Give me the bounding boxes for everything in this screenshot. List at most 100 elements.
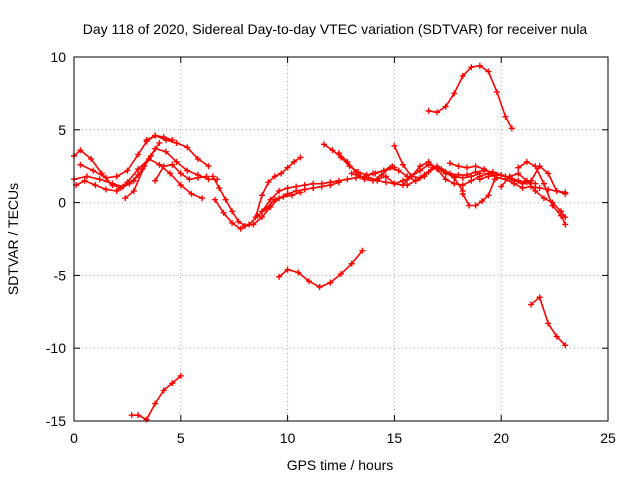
series-arc-23 <box>500 172 567 218</box>
data-point-marker <box>391 180 398 187</box>
data-point-marker <box>135 166 142 173</box>
data-point-marker <box>417 163 424 170</box>
data-point-marker <box>199 195 206 202</box>
data-point-marker <box>276 187 283 194</box>
data-point-marker <box>338 270 344 277</box>
data-point-marker <box>276 273 283 280</box>
data-point-marker <box>216 185 223 192</box>
data-point-marker <box>258 208 265 215</box>
data-point-marker <box>318 180 325 187</box>
data-point-marker <box>446 160 453 167</box>
data-point-marker <box>88 155 95 162</box>
data-point-marker <box>442 103 449 110</box>
data-point-marker <box>203 173 210 180</box>
series-markers-arc-25 <box>528 294 569 349</box>
data-point-marker <box>438 166 445 173</box>
x-tick-label: 20 <box>493 430 509 446</box>
data-point-marker <box>205 163 212 170</box>
series-arc-21 <box>462 178 496 207</box>
data-point-marker <box>451 90 458 97</box>
series-markers-arc-24 <box>515 158 569 228</box>
data-point-marker <box>278 170 285 177</box>
data-point-marker <box>162 136 169 143</box>
data-point-marker <box>130 177 137 184</box>
data-point-marker <box>408 173 415 180</box>
data-point-marker <box>222 196 229 203</box>
data-point-marker <box>519 180 526 187</box>
data-point-marker <box>320 141 327 148</box>
data-point-marker <box>464 171 471 178</box>
data-point-marker <box>485 68 492 75</box>
data-point-marker <box>113 173 120 180</box>
data-series <box>71 62 569 423</box>
data-point-marker <box>229 208 236 215</box>
data-point-marker <box>558 212 565 219</box>
data-point-marker <box>459 182 466 189</box>
data-point-marker <box>194 174 201 181</box>
data-point-marker <box>162 148 169 155</box>
data-point-marker <box>128 412 135 419</box>
data-point-marker <box>459 190 466 197</box>
data-point-marker <box>425 107 432 114</box>
data-point-marker <box>532 180 539 187</box>
data-point-marker <box>412 177 419 184</box>
data-point-marker <box>378 171 385 178</box>
data-point-marker <box>160 163 167 170</box>
data-point-marker <box>485 192 492 199</box>
data-point-marker <box>464 164 471 171</box>
series-markers-arc-05 <box>143 132 212 170</box>
data-point-marker <box>77 161 84 168</box>
data-point-marker <box>156 161 163 168</box>
data-point-marker <box>511 177 518 184</box>
y-axis-label: SDTVAR / TECUs <box>5 183 21 295</box>
data-point-marker <box>291 158 298 165</box>
data-point-marker <box>455 163 462 170</box>
data-point-marker <box>90 167 97 174</box>
data-point-marker <box>348 170 355 177</box>
data-point-marker <box>297 154 304 161</box>
data-point-marker <box>211 196 218 203</box>
data-point-marker <box>481 166 488 173</box>
data-point-marker <box>472 202 479 209</box>
series-arc-12 <box>278 249 364 288</box>
data-point-marker <box>184 144 191 151</box>
data-point-marker <box>485 173 492 180</box>
data-point-marker <box>177 372 184 379</box>
data-point-marker <box>549 202 556 209</box>
series-arc-20 <box>449 162 494 175</box>
data-point-marker <box>498 183 505 190</box>
data-point-marker <box>265 179 272 186</box>
data-point-marker <box>177 182 184 189</box>
data-point-marker <box>237 225 244 232</box>
data-point-marker <box>451 174 458 181</box>
data-point-marker <box>184 167 191 174</box>
data-point-marker <box>267 196 274 203</box>
data-point-marker <box>536 294 543 301</box>
y-tick-label: -5 <box>54 267 67 283</box>
series-arc-02 <box>73 142 161 188</box>
x-tick-label: 25 <box>600 430 616 446</box>
data-point-marker <box>562 214 569 221</box>
data-point-marker <box>316 284 323 291</box>
data-point-marker <box>359 247 366 254</box>
data-point-marker <box>335 150 342 157</box>
data-point-marker <box>113 187 120 194</box>
data-point-marker <box>135 412 142 419</box>
data-point-marker <box>209 173 216 180</box>
data-point-marker <box>553 187 560 194</box>
data-point-marker <box>545 320 552 327</box>
series-markers-arc-06 <box>122 145 221 202</box>
data-point-marker <box>536 185 543 192</box>
data-point-marker <box>173 158 180 165</box>
data-point-marker <box>186 176 193 183</box>
data-point-marker <box>173 139 180 146</box>
data-point-marker <box>152 132 159 139</box>
data-point-marker <box>169 161 176 168</box>
data-point-marker <box>459 174 466 181</box>
data-point-marker <box>83 173 90 180</box>
data-point-marker <box>81 177 88 184</box>
series-markers-arc-11 <box>252 154 304 221</box>
chart-title: Day 118 of 2020, Sidereal Day-to-day VTE… <box>83 21 588 37</box>
y-tick-label: 10 <box>50 49 66 65</box>
data-point-marker <box>478 198 485 205</box>
